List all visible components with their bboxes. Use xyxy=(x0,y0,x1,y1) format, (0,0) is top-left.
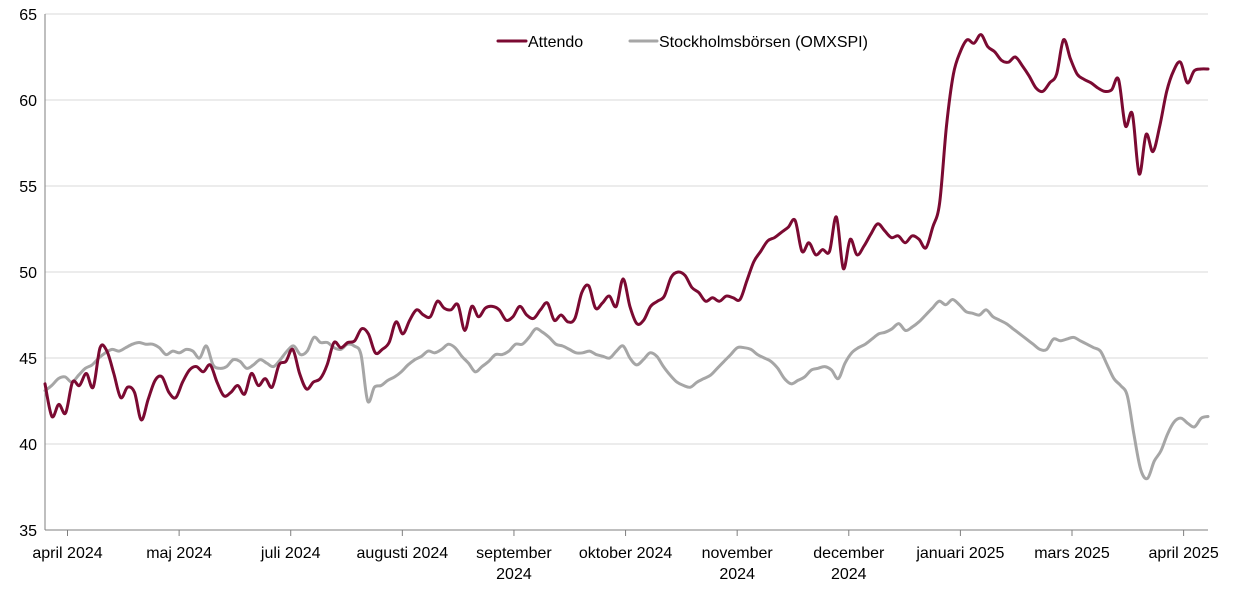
y-tick-label: 40 xyxy=(19,437,37,454)
y-tick-label: 55 xyxy=(19,179,37,196)
x-tick-label: april 2025 xyxy=(1148,545,1218,562)
legend: Attendo Stockholmsbörsen (OMXSPI) xyxy=(496,34,868,51)
x-tick-label: maj 2024 xyxy=(146,545,212,562)
x-tick-label: april 2024 xyxy=(32,545,102,562)
y-tick-label: 65 xyxy=(19,7,37,24)
y-tick-label: 35 xyxy=(19,523,37,540)
x-tick-label: januari 2025 xyxy=(915,545,1004,562)
y-tick-label: 60 xyxy=(19,93,37,110)
legend-label: Attendo xyxy=(528,34,583,51)
series-lines xyxy=(43,33,1210,481)
legend-item-attendo: Attendo xyxy=(496,34,583,51)
x-tick-label: augusti 2024 xyxy=(357,545,449,562)
x-tick-label: mars 2025 xyxy=(1034,545,1110,562)
y-tick-label: 50 xyxy=(19,265,37,282)
x-tick-label: december 2024 xyxy=(813,545,885,583)
x-tick-label: september 2024 xyxy=(476,545,552,583)
x-tick-label: oktober 2024 xyxy=(579,545,673,562)
series-line-attendo xyxy=(43,33,1210,422)
x-tick-label: november 2024 xyxy=(702,545,774,583)
legend-label: Stockholmsbörsen (OMXSPI) xyxy=(659,34,868,51)
tick-labels: 35 40 45 50 55 60 65 april 2024 maj 2024 juli 202… xyxy=(19,7,1219,583)
grid-lines xyxy=(45,13,1208,445)
series-line-omxspi xyxy=(43,298,1210,481)
y-tick-label: 45 xyxy=(19,351,37,368)
legend-item-omxspi: Stockholmsbörsen (OMXSPI) xyxy=(628,34,868,51)
axes xyxy=(44,14,1208,536)
x-tick-label: juli 2024 xyxy=(260,545,321,562)
